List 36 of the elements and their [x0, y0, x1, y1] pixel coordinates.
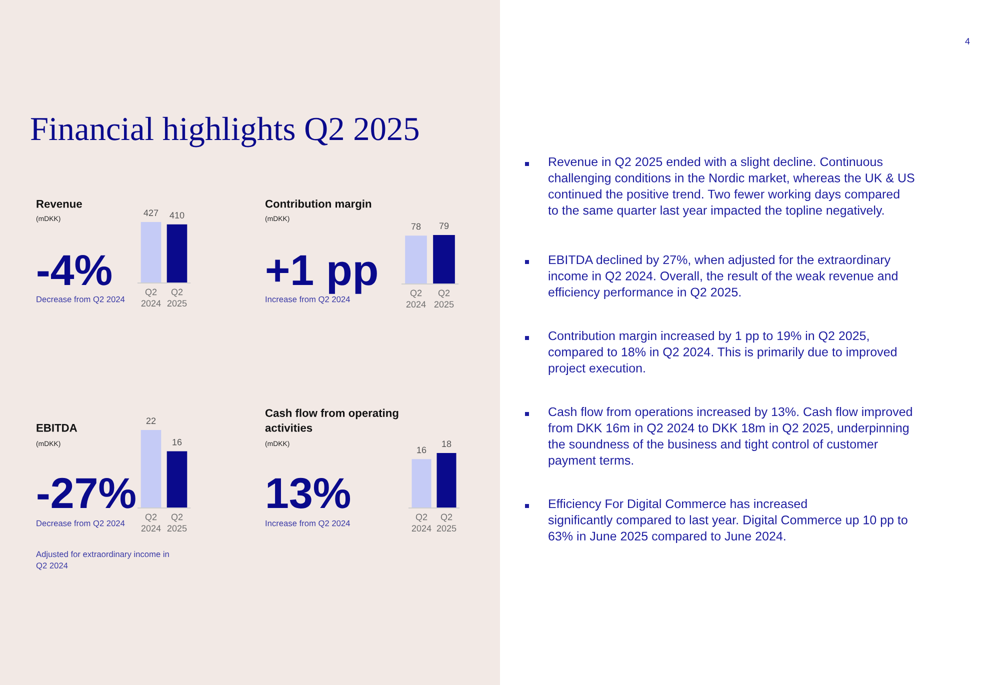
x-tick-label: Q2 2024 [141, 288, 161, 307]
text: Increase from Q2 2024 [266, 520, 350, 528]
text: +1 pp [266, 255, 377, 294]
data-label: 18 [442, 440, 452, 448]
data-label: 79 [439, 222, 449, 230]
text: Cash flow from operations increased by 13%. Cash flow improved from DKK 16m in Q2 2024 to DKK 18m in Q2 2025, underpinning the soundness of the business and tight control of customer payment terms. [548, 407, 912, 468]
chart-title: Cash flow from operating activities [265, 408, 398, 432]
text: 4 [965, 38, 970, 44]
text: -27% [38, 478, 136, 508]
text: 13% [268, 478, 350, 508]
chart-title: Contribution margin [265, 200, 372, 210]
data-label: 78 [411, 223, 421, 230]
text: -4% [38, 255, 112, 286]
data-label: 16 [172, 438, 182, 446]
x-tick-label: Q2 2025 [167, 514, 187, 532]
data-label: 16 [417, 446, 426, 454]
text: Contribution margin increased by 1 pp to 19% in Q2 2025, compared to 18% in Q2 2024. This is primarily due to improved project execution. [548, 331, 896, 376]
x-tick-label: Q2 2024 [412, 514, 432, 532]
data-label: 22 [146, 418, 156, 424]
chart-title: Revenue [36, 200, 82, 208]
text: Financial highlights Q2 2025 [30, 116, 418, 148]
x-tick-label: Q2 2025 [434, 290, 454, 308]
text: Decrease from Q2 2024 [36, 296, 125, 304]
chart-title: EBITDA [36, 424, 78, 432]
text: Increase from Q2 2024 [266, 296, 350, 304]
data-label: 427 [144, 210, 158, 216]
data-label: 410 [170, 212, 184, 218]
x-tick-label: Q2 2025 [436, 514, 456, 532]
text: Adjusted for extraordinary income in Q2 2024 [36, 551, 169, 570]
text: EBITDA declined by 27%, when adjusted for the extraordinary income in Q2 2024. Overall, the result of the weak revenue and efficiency performance in Q2 2025. [548, 255, 898, 300]
x-tick-label: Q2 2025 [167, 288, 187, 307]
text: Efficiency For Digital Commerce has increased significantly compared to last year. Digital Commerce up 10 pp to 63% in June 2025 compared to June 2024. [548, 499, 908, 544]
text: Revenue in Q2 2025 ended with a slight decline. Continuous challenging conditions in the Nordic market, whereas the UK & US continued the positive trend. Two fewer working days compared to the same quarter last year impacted the topline negatively. [548, 157, 914, 218]
x-tick-label: Q2 2024 [141, 514, 161, 532]
text: Decrease from Q2 2024 [36, 520, 125, 528]
x-tick-label: Q2 2024 [406, 290, 426, 308]
